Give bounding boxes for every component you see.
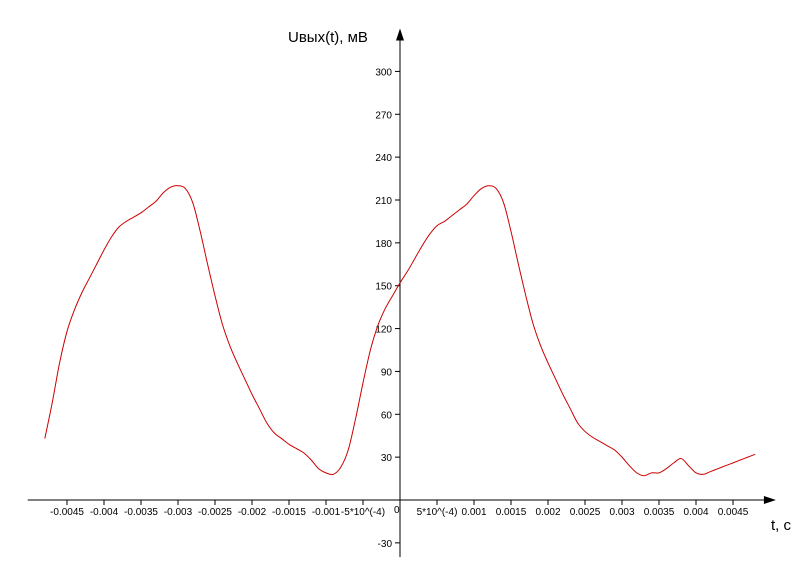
x-tick-label: 0.003 bbox=[609, 507, 634, 518]
y-tick-label: 210 bbox=[375, 196, 392, 207]
x-tick-label: 0.004 bbox=[683, 507, 708, 518]
y-tick-label: 30 bbox=[381, 453, 393, 464]
origin-label: 0 bbox=[394, 505, 400, 516]
y-tick-label: 240 bbox=[375, 153, 392, 164]
x-axis-arrow bbox=[763, 496, 776, 504]
x-tick-label: -0.0015 bbox=[272, 507, 306, 518]
y-tick-label: 300 bbox=[375, 67, 392, 78]
y-axis-label: Uвых(t), мВ bbox=[288, 29, 368, 46]
x-tick-label: -0.0025 bbox=[198, 507, 232, 518]
y-tick-label: 180 bbox=[375, 239, 392, 250]
x-tick-label: 5*10^(-4) bbox=[417, 507, 458, 518]
x-tick-label: -0.004 bbox=[90, 507, 119, 518]
x-tick-label: -0.001 bbox=[312, 507, 341, 518]
x-tick-label: 0.0045 bbox=[718, 507, 749, 518]
y-tick-label: 120 bbox=[375, 325, 392, 336]
x-tick-label: 0.001 bbox=[461, 507, 486, 518]
x-tick-label: -0.002 bbox=[238, 507, 267, 518]
x-tick-label: 0.0035 bbox=[644, 507, 675, 518]
y-tick-label: 270 bbox=[375, 110, 392, 121]
x-tick-label: -0.003 bbox=[164, 507, 193, 518]
y-tick-label: 150 bbox=[375, 282, 392, 293]
x-tick-label: -0.0035 bbox=[124, 507, 158, 518]
series-line bbox=[44, 185, 756, 477]
x-tick-label: 0.0015 bbox=[496, 507, 527, 518]
y-axis-arrow bbox=[396, 28, 404, 41]
x-tick-label: -5*10^(-4) bbox=[341, 507, 385, 518]
y-tick-label: 90 bbox=[381, 367, 393, 378]
y-tick-label: 60 bbox=[381, 410, 393, 421]
x-tick-label: -0.0045 bbox=[50, 507, 84, 518]
x-tick-label: 0.002 bbox=[535, 507, 560, 518]
x-axis-label: t, c bbox=[771, 517, 792, 534]
x-tick-label: 0.0025 bbox=[570, 507, 601, 518]
y-tick-label: -30 bbox=[378, 539, 393, 550]
